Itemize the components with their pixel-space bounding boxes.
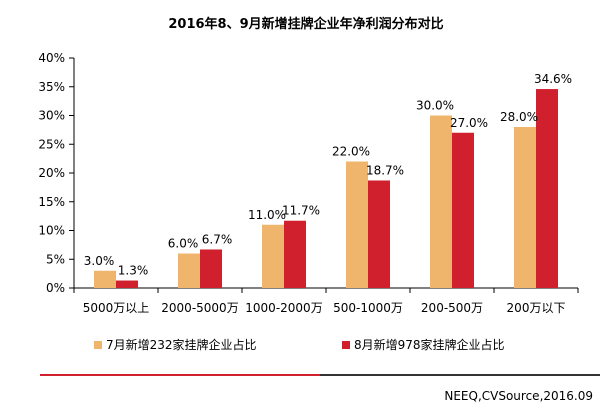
bar-series-2 bbox=[452, 132, 474, 288]
data-label: 22.0% bbox=[332, 145, 370, 159]
data-labels: 3.0% 6.0% 11.0% 22.0% 30.0% 28.0% 1.3% 6.7% 11.7… bbox=[84, 72, 572, 277]
legend-label: 7月新增232家挂牌企业占比 bbox=[106, 337, 257, 352]
category-label: 1000-2000万 bbox=[245, 301, 322, 315]
footer: NEEQ,CVSource,2016.09 bbox=[40, 374, 600, 403]
chart-title: 2016年8、9月新增挂牌企业年净利润分布对比 bbox=[168, 16, 443, 32]
data-label: 6.0% bbox=[168, 237, 199, 251]
bar-series-2 bbox=[284, 220, 306, 288]
data-label: 28.0% bbox=[500, 110, 538, 124]
y-tick-label: 10% bbox=[38, 224, 65, 238]
category-label: 200-500万 bbox=[421, 301, 483, 315]
category-label: 2000-5000万 bbox=[161, 301, 238, 315]
bar-series-1 bbox=[346, 161, 368, 288]
data-label: 3.0% bbox=[84, 254, 115, 268]
category-label: 500-1000万 bbox=[333, 301, 403, 315]
bars bbox=[94, 89, 558, 288]
bar-series-2 bbox=[200, 249, 222, 288]
y-axis: 0% 5% 10% 15% 20% 25% 30% 35% 40% bbox=[38, 51, 75, 295]
y-tick-label: 40% bbox=[38, 51, 65, 65]
data-label: 30.0% bbox=[416, 99, 454, 113]
data-label: 6.7% bbox=[202, 232, 233, 246]
data-label: 1.3% bbox=[118, 264, 149, 278]
legend-swatch bbox=[342, 341, 350, 349]
bar-series-1 bbox=[94, 270, 116, 288]
bar-series-1 bbox=[430, 115, 452, 288]
x-axis: 5000万以上 2000-5000万 1000-2000万 500-1000万 200-… bbox=[73, 287, 579, 315]
bar-series-2 bbox=[116, 280, 138, 288]
data-label: 11.7% bbox=[282, 204, 320, 218]
y-tick-label: 15% bbox=[38, 195, 65, 209]
legend-swatch bbox=[94, 341, 102, 349]
category-label: 200万以下 bbox=[507, 301, 566, 315]
y-tick-label: 25% bbox=[38, 137, 65, 151]
bar-series-2 bbox=[536, 89, 558, 288]
data-label: 34.6% bbox=[534, 72, 572, 86]
category-label: 5000万以上 bbox=[83, 301, 150, 315]
bar-series-1 bbox=[514, 127, 536, 288]
bar-series-1 bbox=[262, 224, 284, 288]
y-tick-label: 5% bbox=[46, 252, 65, 266]
data-label: 27.0% bbox=[450, 116, 488, 130]
bar-series-2 bbox=[368, 180, 390, 288]
y-tick-label: 20% bbox=[38, 166, 65, 180]
legend: 7月新增232家挂牌企业占比 8月新增978家挂牌企业占比 bbox=[94, 337, 505, 352]
y-tick-label: 30% bbox=[38, 109, 65, 123]
y-tick-label: 0% bbox=[46, 281, 65, 295]
source-text: NEEQ,CVSource,2016.09 bbox=[444, 389, 593, 403]
legend-label: 8月新增978家挂牌企业占比 bbox=[354, 337, 505, 352]
y-tick-label: 35% bbox=[38, 80, 65, 94]
data-label: 18.7% bbox=[366, 163, 404, 177]
bar-series-1 bbox=[178, 253, 200, 288]
data-label: 11.0% bbox=[248, 208, 286, 222]
